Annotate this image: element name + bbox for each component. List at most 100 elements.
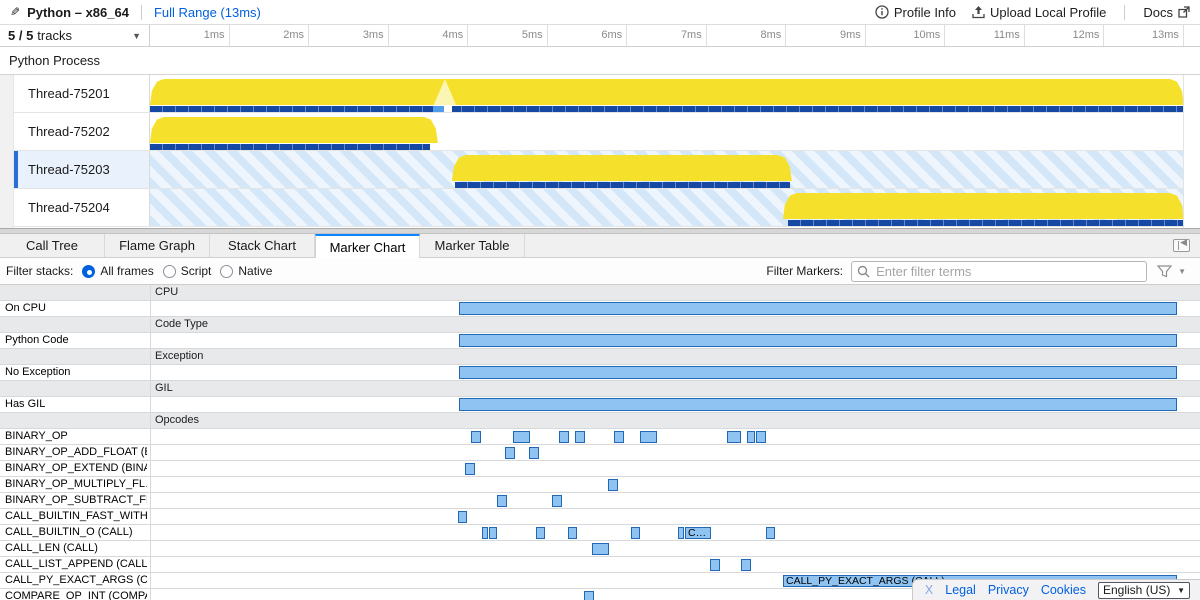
- marker[interactable]: [459, 366, 1177, 379]
- tab-stack-chart[interactable]: Stack Chart: [210, 234, 315, 257]
- full-range-button[interactable]: Full Range (13ms): [153, 4, 261, 20]
- marker-group-header: Code Type: [0, 317, 1200, 333]
- filter-dropdown-caret-icon[interactable]: ▼: [1178, 266, 1186, 276]
- marker[interactable]: [497, 495, 507, 507]
- thread-name[interactable]: Thread-75202: [14, 113, 150, 150]
- marker[interactable]: [568, 527, 577, 539]
- radio-option-all-frames[interactable]: All frames: [82, 264, 154, 278]
- thread-track-row[interactable]: Thread-75201: [14, 75, 1183, 113]
- marker[interactable]: [465, 463, 475, 475]
- marker[interactable]: [766, 527, 775, 539]
- profile-title[interactable]: Python – x86_64: [27, 4, 129, 20]
- radio-option-script[interactable]: Script: [162, 264, 211, 278]
- thread-track-row[interactable]: Thread-75202: [14, 113, 1183, 151]
- legal-footer: X Legal Privacy Cookies English (US) ▼: [911, 579, 1200, 600]
- marker-row: BINARY_OP_EXTEND (BINA…: [0, 461, 1200, 477]
- thread-track-row[interactable]: Thread-75204: [14, 189, 1183, 227]
- samples-bar: [787, 220, 1183, 226]
- marker[interactable]: [608, 479, 618, 491]
- cookies-link[interactable]: Cookies: [1040, 583, 1086, 597]
- footer-close-button[interactable]: X: [924, 583, 934, 597]
- tab-call-tree[interactable]: Call Tree: [0, 234, 105, 257]
- marker[interactable]: [640, 431, 657, 443]
- marker[interactable]: [575, 431, 585, 443]
- ruler-tick: 6ms: [548, 25, 628, 46]
- marker[interactable]: [459, 302, 1177, 315]
- marker[interactable]: [458, 511, 467, 523]
- privacy-link[interactable]: Privacy: [987, 583, 1029, 597]
- radio-button[interactable]: [220, 264, 234, 278]
- samples-bar: [149, 106, 1183, 112]
- tab-marker-chart[interactable]: Marker Chart: [315, 234, 420, 258]
- marker[interactable]: [756, 431, 766, 443]
- filter-funnel-icon[interactable]: [1156, 264, 1173, 278]
- marker[interactable]: [631, 527, 640, 539]
- marker[interactable]: [513, 431, 530, 443]
- thread-activity-graph[interactable]: [149, 113, 1183, 150]
- marker[interactable]: [482, 527, 488, 539]
- ruler-tick: 2ms: [230, 25, 310, 46]
- marker[interactable]: [459, 334, 1177, 347]
- marker[interactable]: [678, 527, 684, 539]
- marker-row: CALL_BUILTIN_O (CALL) C…: [0, 525, 1200, 541]
- marker[interactable]: [459, 398, 1177, 411]
- marker[interactable]: [727, 431, 741, 443]
- marker[interactable]: [471, 431, 481, 443]
- thread-name[interactable]: Thread-75201: [14, 75, 150, 112]
- marker-row: On CPU: [0, 301, 1200, 317]
- ruler-tick: 3ms: [309, 25, 389, 46]
- marker-row: BINARY_OP_SUBTRACT_FL…: [0, 493, 1200, 509]
- marker[interactable]: [489, 527, 497, 539]
- marker-row-label: BINARY_OP_SUBTRACT_FL…: [5, 494, 147, 506]
- sidebar-toggle-arrow-icon: ◀: [1180, 237, 1187, 247]
- profile-info-button[interactable]: Profile Info: [875, 5, 956, 20]
- tracks-count: 5 / 5: [8, 28, 34, 43]
- legal-link[interactable]: Legal: [945, 583, 976, 597]
- marker-row-label: No Exception: [5, 366, 71, 378]
- edit-profile-name-icon[interactable]: ✎: [10, 5, 21, 19]
- marker-row: BINARY_OP_MULTIPLY_FL…: [0, 477, 1200, 493]
- radio-option-native[interactable]: Native: [220, 264, 272, 278]
- thread-activity-graph[interactable]: [149, 189, 1183, 226]
- ruler-tick: 1ms: [150, 25, 230, 46]
- docs-link[interactable]: Docs: [1143, 5, 1190, 20]
- marker[interactable]: [710, 559, 720, 571]
- tab-flame-graph[interactable]: Flame Graph: [105, 234, 210, 257]
- upload-local-profile-button[interactable]: Upload Local Profile: [972, 5, 1106, 20]
- marker-filter-input[interactable]: [851, 260, 1148, 282]
- sidebar-toggle-button[interactable]: ◀: [1173, 237, 1190, 252]
- thread-name[interactable]: Thread-75203: [14, 151, 150, 188]
- marker[interactable]: [505, 447, 515, 459]
- marker[interactable]: [552, 495, 562, 507]
- marker-group-label: Code Type: [155, 318, 209, 330]
- filter-stacks-label: Filter stacks:: [6, 264, 74, 278]
- marker-group-header: CPU: [0, 285, 1200, 301]
- thread-name[interactable]: Thread-75204: [14, 189, 150, 226]
- marker-row-label: BINARY_OP: [5, 430, 68, 442]
- marker[interactable]: [741, 559, 751, 571]
- process-track-header[interactable]: Python Process: [0, 47, 1200, 75]
- marker[interactable]: [584, 591, 594, 600]
- thread-track-row[interactable]: Thread-75203: [14, 151, 1183, 189]
- language-select[interactable]: English (US) ▼: [1098, 581, 1190, 599]
- radio-button[interactable]: [82, 264, 96, 278]
- bottom-panel-tabs: Call Tree Flame Graph Stack Chart Marker Ch…: [0, 234, 1200, 258]
- radio-button[interactable]: [162, 264, 176, 278]
- marker[interactable]: [592, 543, 609, 555]
- thread-activity-graph[interactable]: [149, 151, 1183, 188]
- tracks-word: tracks: [37, 28, 72, 43]
- marker-labeled[interactable]: C…: [685, 527, 711, 539]
- marker[interactable]: [747, 431, 755, 443]
- marker[interactable]: [529, 447, 539, 459]
- panel-splitter[interactable]: [0, 228, 1200, 234]
- ruler-tick: 5ms: [468, 25, 548, 46]
- marker-row-label: CALL_LEN (CALL): [5, 542, 98, 554]
- thread-activity-graph[interactable]: [149, 75, 1183, 112]
- marker-row: No Exception: [0, 365, 1200, 381]
- marker[interactable]: [536, 527, 545, 539]
- marker[interactable]: [614, 431, 624, 443]
- tab-marker-table[interactable]: Marker Table: [420, 234, 525, 257]
- marker-group-label: CPU: [155, 286, 179, 298]
- tracks-dropdown-button[interactable]: 5 / 5 tracks ▼: [0, 25, 150, 46]
- marker[interactable]: [559, 431, 569, 443]
